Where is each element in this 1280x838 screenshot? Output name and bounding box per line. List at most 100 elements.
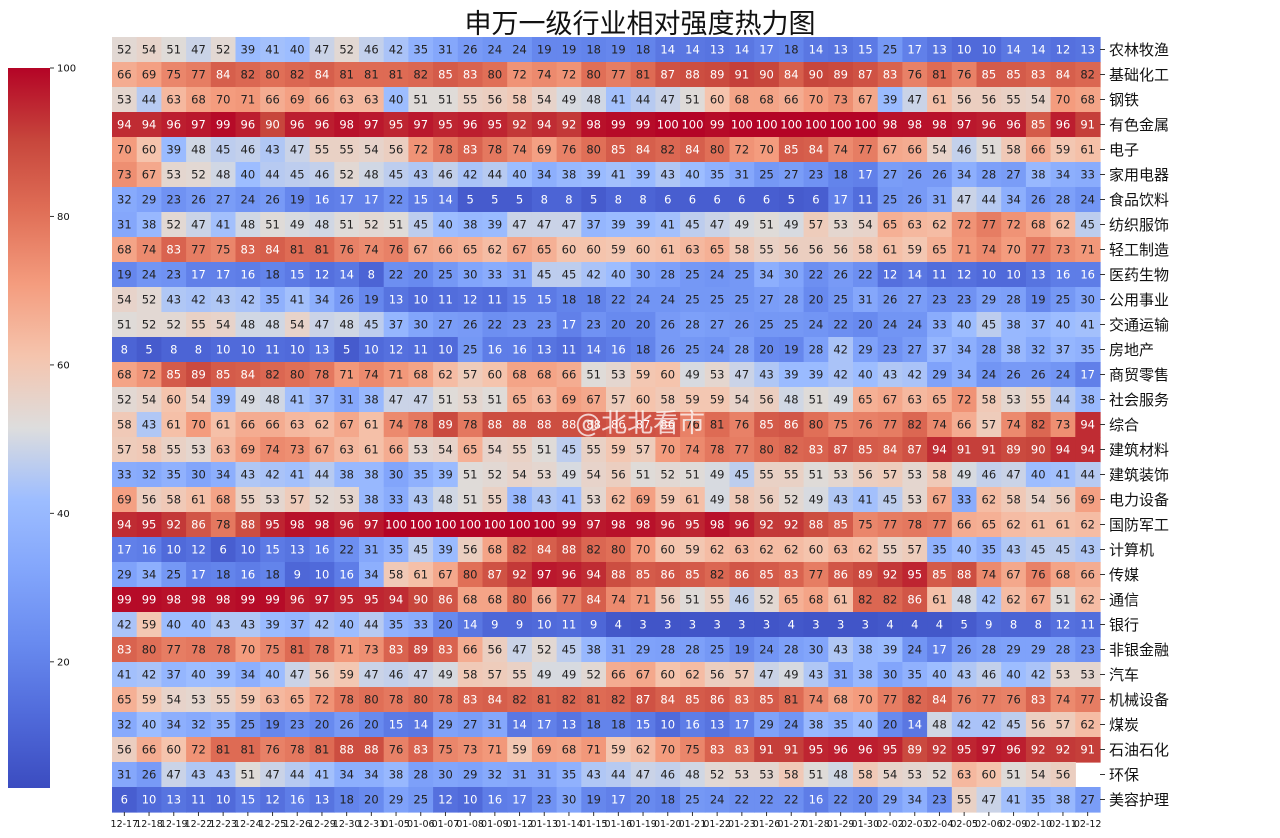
cell-value-label: 30 — [389, 468, 404, 482]
cell-value-label: 53 — [1056, 668, 1071, 682]
cell-value-label: 82 — [858, 593, 873, 607]
cell-value-label: 62 — [636, 743, 651, 757]
cell-value-label: 49 — [562, 668, 577, 682]
cell-value-label: 63 — [907, 218, 922, 232]
cell-value-label: 16 — [339, 568, 354, 582]
heatmap-cell — [778, 262, 805, 288]
heatmap-cell — [704, 37, 731, 63]
cell-value-label: 45 — [735, 468, 750, 482]
heatmap-cell — [482, 312, 508, 338]
heatmap-cell — [309, 237, 335, 263]
cell-value-label: 14 — [1006, 43, 1021, 57]
heatmap-cell — [1075, 212, 1101, 238]
cell-value-label: 28 — [1006, 293, 1021, 307]
cell-value-label: 5 — [960, 618, 967, 632]
heatmap-cell — [531, 237, 558, 263]
cell-value-label: 34 — [759, 268, 774, 282]
heatmap-cell — [655, 87, 681, 113]
heatmap-cell — [778, 212, 805, 238]
cell-value-label: 95 — [685, 518, 700, 532]
heatmap-cell — [606, 87, 632, 113]
cell-value-label: 52 — [488, 468, 503, 482]
cell-value-label: 82 — [290, 68, 305, 82]
cell-value-label: 23 — [290, 718, 305, 732]
heatmap-cell — [1001, 37, 1027, 63]
heatmap-cell — [260, 62, 286, 88]
heatmap-cell — [531, 187, 558, 213]
heatmap-cell — [655, 112, 681, 138]
cell-value-label: 38 — [364, 393, 379, 407]
cell-value-label: 17 — [907, 43, 922, 57]
cell-value-label: 22 — [389, 193, 404, 207]
cell-value-label: 100 — [385, 518, 407, 532]
cell-value-label: 28 — [660, 268, 675, 282]
heatmap-cell — [1025, 112, 1052, 138]
cell-value-label: 58 — [463, 668, 478, 682]
heatmap-cell — [433, 37, 459, 63]
cell-value-label: 51 — [241, 768, 256, 782]
heatmap-cell — [408, 187, 434, 213]
cell-value-label: 63 — [166, 93, 181, 107]
cell-value-label: 67 — [1031, 593, 1046, 607]
heatmap-cell — [383, 162, 409, 188]
cell-value-label: 47 — [735, 368, 750, 382]
cell-value-label: 78 — [438, 693, 453, 707]
cell-value-label: 25 — [710, 293, 725, 307]
cell-value-label: 69 — [241, 443, 256, 457]
heatmap-cell — [729, 262, 755, 288]
heatmap-cell — [803, 262, 829, 288]
cell-value-label: 74 — [364, 243, 379, 257]
cell-value-label: 38 — [364, 493, 379, 507]
cell-value-label: 25 — [759, 168, 774, 182]
heatmap-cell — [334, 212, 360, 238]
cell-value-label: 10 — [413, 293, 428, 307]
cell-value-label: 16 — [241, 568, 256, 582]
heatmap-cell — [457, 312, 484, 338]
cell-value-label: 83 — [710, 743, 725, 757]
heatmap-cell — [309, 187, 335, 213]
heatmap-cell — [1075, 62, 1101, 88]
cell-value-label: 25 — [759, 318, 774, 332]
cell-value-label: 26 — [191, 193, 206, 207]
heatmap-cell — [630, 87, 656, 113]
cell-value-label: 57 — [611, 393, 626, 407]
heatmap-cell — [457, 137, 484, 163]
cell-value-label: 11 — [562, 618, 577, 632]
heatmap-cell — [359, 112, 385, 138]
cell-value-label: 25 — [1056, 293, 1071, 307]
cell-value-label: 42 — [1031, 668, 1046, 682]
cell-value-label: 14 — [735, 43, 750, 57]
cell-value-label: 25 — [883, 43, 898, 57]
cell-value-label: 42 — [463, 168, 478, 182]
cell-value-label: 71 — [586, 743, 601, 757]
cell-value-label: 11 — [858, 193, 873, 207]
cell-value-label: 31 — [833, 668, 848, 682]
heatmap-cell — [112, 187, 138, 213]
column-label: 01-08 — [456, 819, 484, 830]
cell-value-label: 73 — [290, 443, 305, 457]
cell-value-label: 10 — [166, 543, 181, 557]
heatmap-cell — [729, 212, 755, 238]
cell-value-label: 84 — [241, 368, 256, 382]
cell-value-label: 52 — [166, 218, 181, 232]
heatmap-cell — [927, 37, 953, 63]
cell-value-label: 58 — [858, 243, 873, 257]
heatmap-cell — [556, 37, 582, 63]
cell-value-label: 66 — [315, 93, 330, 107]
cell-value-label: 18 — [586, 718, 601, 732]
heatmap-cell — [704, 237, 731, 263]
column-label: 01-27 — [777, 819, 805, 830]
cell-value-label: 6 — [219, 543, 226, 557]
cell-value-label: 17 — [759, 43, 774, 57]
cell-value-label: 29 — [759, 718, 774, 732]
cell-value-label: 42 — [957, 718, 972, 732]
cell-value-label: 24 — [710, 343, 725, 357]
heatmap-cell — [581, 137, 607, 163]
cell-value-label: 29 — [932, 368, 947, 382]
cell-value-label: 42 — [191, 293, 206, 307]
cell-value-label: 61 — [1031, 518, 1046, 532]
heatmap-cell — [186, 37, 212, 63]
cell-value-label: 97 — [315, 593, 330, 607]
cell-value-label: 76 — [562, 143, 577, 157]
